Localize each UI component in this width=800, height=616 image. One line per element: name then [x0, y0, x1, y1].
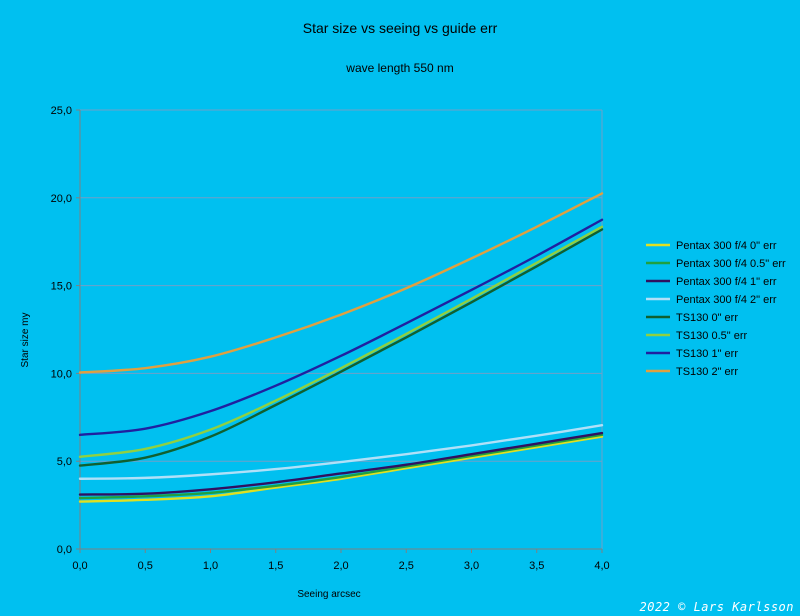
x-tick-label: 1,5	[268, 560, 283, 572]
legend-label: Pentax 300 f/4 0" err	[676, 240, 777, 252]
y-tick-label: 0,0	[57, 544, 72, 556]
y-tick-label: 20,0	[51, 193, 72, 205]
x-tick-label: 3,5	[529, 560, 544, 572]
legend-label: Pentax 300 f/4 1" err	[676, 276, 777, 288]
chart-title: Star size vs seeing vs guide err	[303, 20, 498, 36]
axes	[76, 109, 603, 553]
legend-label: TS130 1" err	[676, 348, 738, 360]
watermark: 2022 © Lars Karlsson	[639, 600, 794, 614]
series-line-4	[78, 424, 604, 480]
y-tick-label: 25,0	[51, 105, 72, 117]
legend-label: TS130 2" err	[676, 366, 738, 378]
series-line-1	[78, 435, 604, 503]
x-tick-label: 1,0	[203, 560, 218, 572]
series-line-2	[78, 433, 604, 500]
gridlines	[80, 109, 603, 549]
y-tick-labels: 0,0 5,0 10,0 15,0 20,0 25,0	[51, 105, 72, 556]
series-line-7	[78, 218, 604, 437]
x-tick-label: 3,0	[464, 560, 479, 572]
x-axis-label: Seeing arcsec	[297, 589, 360, 600]
x-tick-label: 4,0	[594, 560, 609, 572]
series-line-6	[78, 225, 604, 459]
x-tick-label: 0,0	[72, 560, 87, 572]
x-tick-label: 0,5	[138, 560, 153, 572]
legend: Pentax 300 f/4 0" err Pentax 300 f/4 0.5"…	[646, 240, 786, 378]
y-axis-label: Star size my	[20, 312, 31, 367]
series-line-8	[78, 192, 604, 374]
legend-label: TS130 0.5" err	[676, 330, 747, 342]
legend-label: Pentax 300 f/4 0.5" err	[676, 258, 786, 270]
y-tick-label: 5,0	[57, 456, 72, 468]
x-tick-label: 2,0	[333, 560, 348, 572]
y-tick-label: 10,0	[51, 368, 72, 380]
chart-subtitle: wave length 550 nm	[345, 61, 453, 75]
legend-label: Pentax 300 f/4 2" err	[676, 294, 777, 306]
series-line-3	[78, 431, 604, 496]
legend-label: TS130 0" err	[676, 312, 738, 324]
series-line-5	[78, 228, 604, 467]
x-tick-labels: 0,0 0,5 1,0 1,5 2,0 2,5 3,0 3,5 4,0	[72, 560, 609, 572]
series-lines	[78, 192, 604, 503]
y-tick-label: 15,0	[51, 281, 72, 293]
x-tick-label: 2,5	[399, 560, 414, 572]
